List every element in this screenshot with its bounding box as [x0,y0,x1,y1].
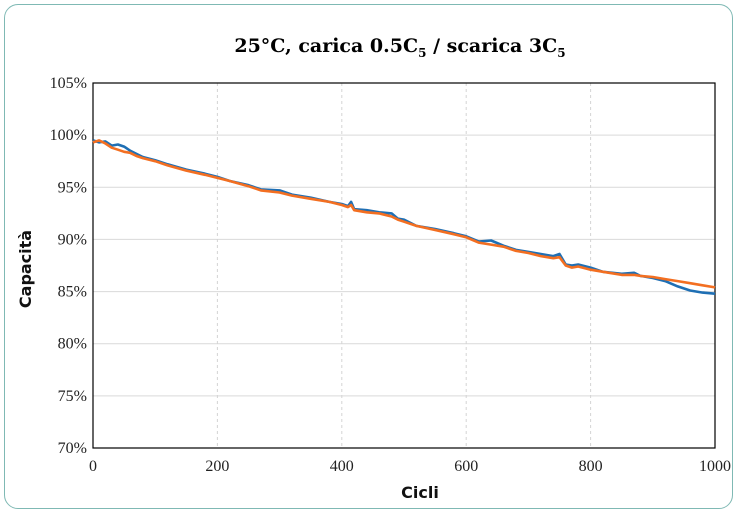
y-tick-label: 80% [58,336,87,353]
x-tick-label: 400 [330,458,354,475]
series-layer [92,139,716,295]
series-line-2 [92,139,716,289]
x-tick-label: 200 [205,458,229,475]
y-tick-label: 105% [50,75,87,92]
title-subscript-2: 5 [557,46,565,60]
chart-title: 25°C, carica 0.5C5 / scarica 3C5 [234,35,565,60]
x-tick-label: 800 [579,458,603,475]
plot-area [92,82,716,449]
gridlines [93,83,715,448]
title-part-middle: / scarica 3C [426,35,557,57]
x-tick-label: 0 [89,458,97,475]
x-tick-label: 1000 [699,458,731,475]
x-tick-label: 600 [454,458,478,475]
y-tick-label: 95% [58,179,87,196]
chart-frame [4,4,733,509]
series-line-1 [92,139,716,295]
y-tick-label: 75% [58,388,87,405]
title-part-prefix: 25°C, carica 0.5C [234,35,418,57]
x-axis-title: Cicli [401,483,439,502]
tick-labels: 70% 75% 80% 85% 90% 95% 100% 105% 0 200 400 600 800 1… [50,75,731,475]
y-tick-label: 85% [58,284,87,301]
y-tick-label: 90% [58,231,87,248]
title-subscript-1: 5 [418,46,426,60]
y-tick-label: 70% [58,440,87,457]
y-axis-title: Capacità [16,230,35,308]
y-tick-label: 100% [50,127,87,144]
